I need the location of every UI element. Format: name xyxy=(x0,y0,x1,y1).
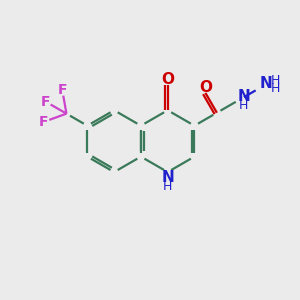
Text: F: F xyxy=(39,115,49,129)
Text: F: F xyxy=(58,83,67,97)
Text: H: H xyxy=(271,82,280,95)
Text: F: F xyxy=(41,94,50,109)
Text: N: N xyxy=(161,170,174,185)
Text: O: O xyxy=(161,72,174,87)
Text: N: N xyxy=(260,76,272,92)
Text: O: O xyxy=(199,80,212,95)
Text: N: N xyxy=(238,89,250,104)
Text: H: H xyxy=(239,99,249,112)
Text: H: H xyxy=(163,180,172,193)
Text: H: H xyxy=(271,74,280,87)
